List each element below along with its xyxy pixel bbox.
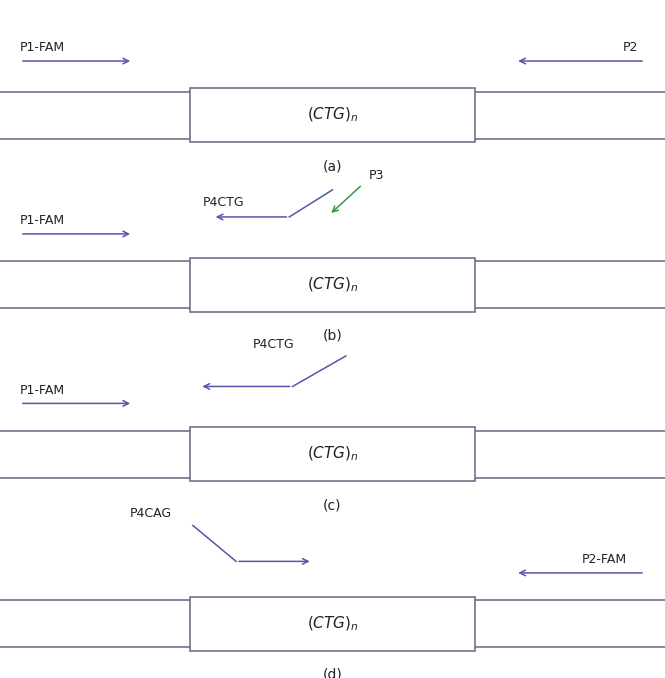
Bar [190, 597, 475, 651]
Text: (a): (a) [323, 159, 342, 174]
Text: P1-FAM: P1-FAM [20, 384, 65, 397]
Bar [190, 258, 475, 312]
Text: P1-FAM: P1-FAM [20, 41, 65, 54]
Text: (b): (b) [323, 329, 342, 343]
Text: $(CTG)_n$: $(CTG)_n$ [307, 445, 358, 464]
Text: $(CTG)_n$: $(CTG)_n$ [307, 614, 358, 633]
Text: P4CTG: P4CTG [203, 196, 245, 209]
Text: $(CTG)_n$: $(CTG)_n$ [307, 275, 358, 294]
Text: (c): (c) [323, 498, 342, 513]
Text: P4CAG: P4CAG [130, 507, 172, 520]
Text: P4CTG: P4CTG [253, 338, 295, 351]
Text: P2: P2 [623, 41, 638, 54]
Text: P2-FAM: P2-FAM [582, 553, 627, 566]
Text: P1-FAM: P1-FAM [20, 214, 65, 227]
Text: $(CTG)_n$: $(CTG)_n$ [307, 106, 358, 125]
Text: P3: P3 [369, 169, 384, 182]
Bar [190, 427, 475, 481]
Text: (d): (d) [323, 668, 342, 678]
Bar [190, 88, 475, 142]
